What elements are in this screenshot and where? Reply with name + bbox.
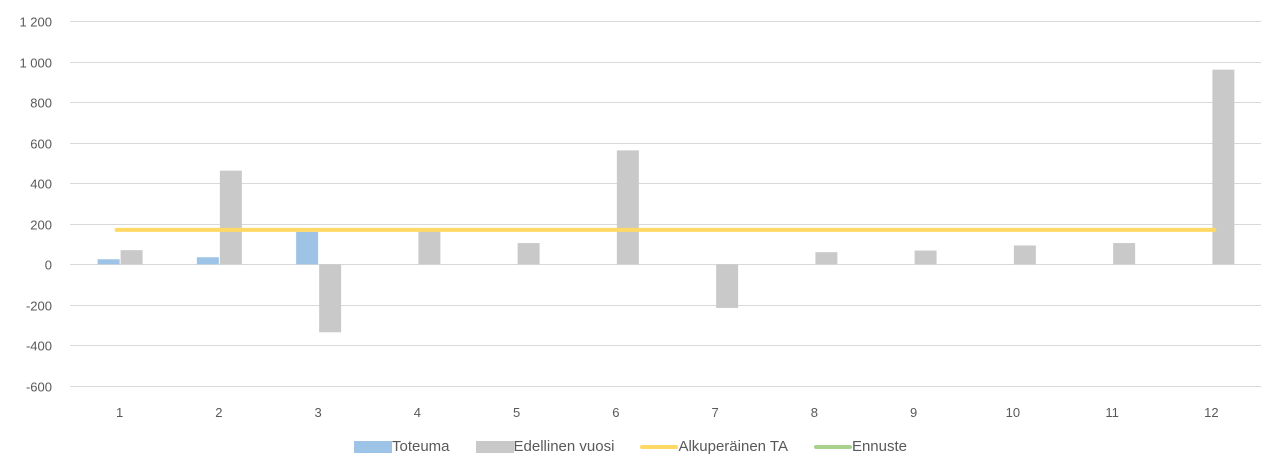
y-tick-label: -600 — [26, 380, 52, 395]
x-tick-label: 1 — [116, 405, 123, 420]
bar-edellinen-vuosi — [517, 243, 540, 265]
legend-item-alkuperainen-ta: Alkuperäinen TA — [640, 438, 788, 455]
y-tick-label: -200 — [26, 299, 52, 314]
x-tick-label: 4 — [414, 405, 421, 420]
x-tick-label: 2 — [215, 405, 222, 420]
bar-edellinen-vuosi — [1212, 69, 1235, 265]
x-tick-label: 10 — [1006, 405, 1020, 420]
bar-edellinen-vuosi — [219, 170, 242, 265]
legend-label-edellinen-vuosi: Edellinen vuosi — [513, 438, 615, 455]
y-tick-label: 400 — [30, 177, 52, 192]
bar-edellinen-vuosi — [914, 250, 937, 265]
x-tick-label: 12 — [1204, 405, 1218, 420]
y-tick-label: 200 — [30, 218, 52, 233]
bar-toteuma — [196, 257, 219, 265]
y-axis-ticks: -600 -400 -200 0 200 400 600 800 1 000 1 200 — [19, 15, 52, 395]
bar-edellinen-vuosi — [1113, 243, 1136, 265]
x-axis-ticks: 1 2 3 4 5 6 7 8 9 10 11 12 — [116, 405, 1219, 420]
y-tick-label: 1 200 — [19, 15, 52, 30]
y-tick-label: 1 000 — [19, 56, 52, 71]
legend: Toteuma Edellinen vuosi Alkuperäinen TA … — [0, 438, 1261, 455]
bar-toteuma — [296, 231, 319, 265]
y-tick-label: 800 — [30, 96, 52, 111]
bar-edellinen-vuosi — [1013, 245, 1036, 265]
legend-swatch-alkuperainen-ta — [640, 444, 679, 449]
x-tick-label: 8 — [811, 405, 818, 420]
bar-edellinen-vuosi — [418, 230, 441, 265]
bar-edellinen-vuosi — [815, 252, 838, 265]
bar-edellinen-vuosi — [616, 150, 639, 265]
y-tick-label: 0 — [45, 258, 52, 273]
y-tick-label: 600 — [30, 137, 52, 152]
bars — [97, 69, 1235, 333]
legend-label-ennuste: Ennuste — [851, 438, 907, 455]
legend-item-ennuste: Ennuste — [813, 438, 907, 455]
bar-edellinen-vuosi — [120, 250, 143, 265]
x-tick-label: 7 — [712, 405, 719, 420]
legend-swatch-toteuma — [353, 440, 392, 453]
y-tick-label: -400 — [26, 339, 52, 354]
legend-swatch-edellinen-vuosi — [475, 440, 514, 453]
x-tick-label: 3 — [315, 405, 322, 420]
bar-edellinen-vuosi — [716, 264, 739, 308]
bar-edellinen-vuosi — [319, 264, 342, 333]
legend-item-toteuma: Toteuma — [353, 438, 450, 455]
legend-label-toteuma: Toteuma — [391, 438, 450, 455]
x-tick-label: 5 — [513, 405, 520, 420]
x-tick-label: 6 — [612, 405, 619, 420]
legend-item-edellinen-vuosi: Edellinen vuosi — [475, 438, 615, 455]
bar-toteuma — [97, 259, 120, 265]
legend-swatch-ennuste — [813, 444, 852, 449]
grid-lines — [70, 21, 1261, 387]
legend-label-alkuperainen-ta: Alkuperäinen TA — [678, 438, 788, 455]
x-tick-label: 9 — [910, 405, 917, 420]
x-tick-label: 11 — [1105, 405, 1119, 420]
